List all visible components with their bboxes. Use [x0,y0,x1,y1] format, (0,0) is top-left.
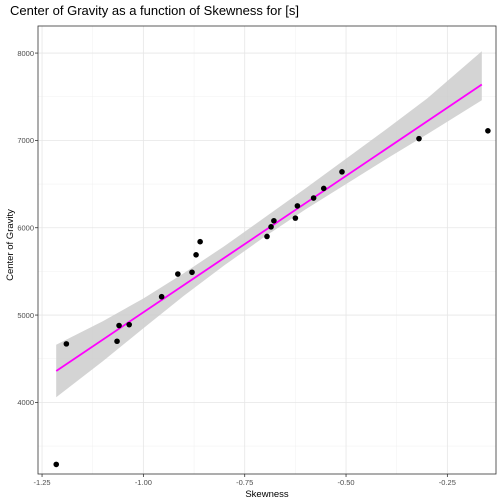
data-point [268,224,274,230]
x-tick-label: -0.25 [439,478,456,487]
data-point [193,252,199,258]
confidence-band-area [56,51,482,397]
confidence-band [56,51,482,397]
data-point [321,186,327,192]
grid-lines [38,26,496,474]
y-tick-label: 8000 [17,49,34,58]
data-point [116,323,122,329]
x-axis-ticks: -1.25 -1.00 -0.75 -0.50 -0.25 [33,474,455,487]
data-points [53,128,490,467]
data-point [175,271,181,277]
y-axis-ticks: 4000 5000 6000 7000 8000 [17,49,38,407]
x-axis-title: Skewness [245,489,289,500]
x-tick-label: -1.25 [33,478,50,487]
y-tick-label: 6000 [17,223,34,232]
y-axis-title: Center of Gravity [5,209,16,281]
data-point [126,322,132,328]
x-tick-label: -0.50 [337,478,354,487]
data-point [53,462,59,468]
data-point [293,215,299,221]
data-point [339,169,345,175]
data-point [485,128,491,134]
x-tick-label: -0.75 [236,478,253,487]
y-tick-label: 7000 [17,136,34,145]
panel-border [38,26,496,474]
data-point [189,269,195,275]
data-point [197,239,203,245]
data-point [159,294,165,300]
x-tick-label: -1.00 [135,478,152,487]
data-point [311,195,317,201]
chart-title: Center of Gravity as a function of Skewn… [10,3,299,18]
y-tick-label: 5000 [17,311,34,320]
data-point [416,136,422,142]
data-point [271,218,277,224]
data-point [264,234,270,240]
data-point [114,338,120,344]
y-tick-label: 4000 [17,398,34,407]
data-point [64,341,70,347]
data-point [295,203,301,209]
